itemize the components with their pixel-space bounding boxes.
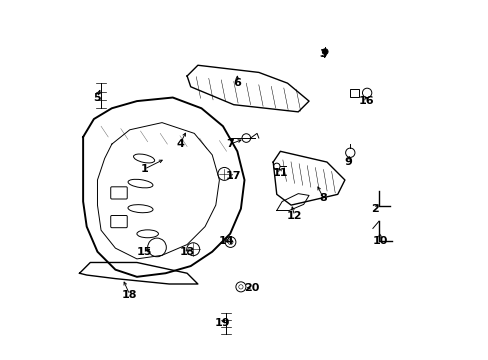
Text: 11: 11 bbox=[272, 168, 287, 178]
Text: 12: 12 bbox=[286, 211, 302, 221]
Text: 7: 7 bbox=[226, 139, 234, 149]
Text: 9: 9 bbox=[344, 157, 352, 167]
Text: 8: 8 bbox=[319, 193, 326, 203]
Bar bbox=[349, 89, 358, 97]
Text: 5: 5 bbox=[94, 93, 101, 103]
Text: 20: 20 bbox=[244, 283, 259, 293]
Text: 16: 16 bbox=[358, 96, 373, 106]
Text: 2: 2 bbox=[371, 204, 379, 214]
Text: 4: 4 bbox=[176, 139, 183, 149]
Text: 15: 15 bbox=[136, 247, 151, 257]
Circle shape bbox=[322, 49, 327, 54]
Text: 1: 1 bbox=[140, 164, 148, 174]
Text: 19: 19 bbox=[215, 319, 230, 328]
Text: 10: 10 bbox=[372, 236, 387, 246]
Text: 17: 17 bbox=[225, 171, 241, 181]
Text: 18: 18 bbox=[122, 290, 137, 300]
Text: 13: 13 bbox=[179, 247, 194, 257]
Text: 14: 14 bbox=[218, 236, 234, 246]
Text: 6: 6 bbox=[233, 78, 241, 88]
Text: 3: 3 bbox=[319, 49, 326, 59]
